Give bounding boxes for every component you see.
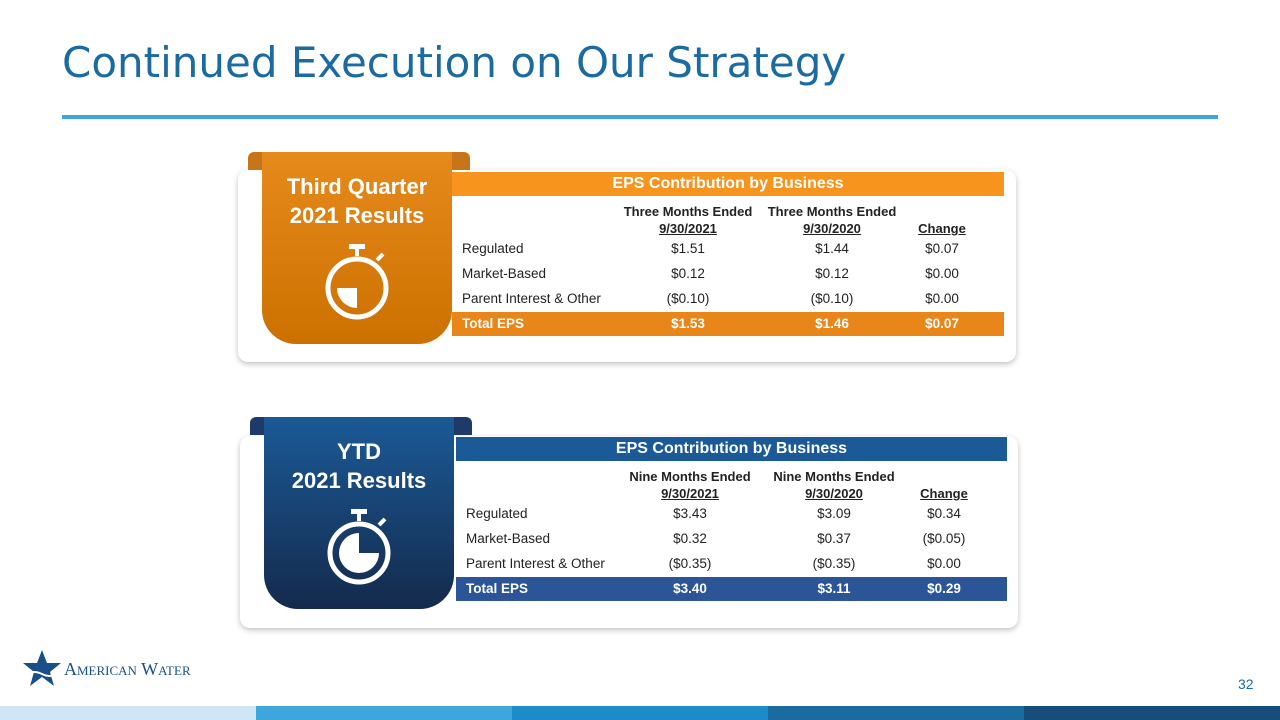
row-label: Total EPS (466, 581, 529, 596)
column-header-line: 9/30/2021 (659, 221, 717, 236)
row-label: Regulated (462, 241, 524, 256)
column-header: Nine Months Ended 9/30/2020 (754, 468, 914, 502)
stopwatch-icon (325, 244, 389, 320)
logo-text: American Water (64, 659, 191, 679)
column-header-line: Nine Months Ended (773, 469, 895, 484)
column-header: Nine Months Ended 9/30/2021 (610, 468, 770, 502)
row-label: Parent Interest & Other (462, 291, 601, 306)
footer-strip (0, 706, 1280, 720)
column-header-line: Three Months Ended (767, 204, 897, 219)
row-label: Total EPS (462, 316, 525, 331)
title-rule (62, 115, 1218, 119)
cell: $0.12 (815, 266, 849, 281)
column-header-line: Three Months Ended (623, 204, 753, 219)
cell: $3.11 (817, 581, 851, 596)
slide-title: Continued Execution on Our Strategy (62, 38, 847, 87)
logo-star (23, 650, 61, 686)
column-header-line: Nine Months Ended (629, 469, 751, 484)
cell: $0.07 (925, 241, 959, 256)
row-label: Regulated (466, 506, 528, 521)
tab: YTD 2021 Results (264, 417, 454, 609)
row-label: Market-Based (462, 266, 547, 281)
column-header-line: Change (920, 486, 968, 501)
stopwatch-icon (327, 509, 391, 585)
cell: $3.09 (817, 506, 851, 521)
column-header-line: 9/30/2020 (805, 486, 863, 501)
cell: $0.34 (927, 506, 961, 521)
table-title: EPS Contribution by Business (452, 172, 1004, 196)
cell: $0.07 (925, 316, 959, 331)
cell: $0.12 (671, 266, 705, 281)
tab-label: Third Quarter (286, 174, 428, 199)
cell: $0.32 (673, 531, 707, 546)
tab-label: 2021 Results (289, 203, 425, 228)
tab-label: YTD (337, 439, 381, 464)
cell: ($0.05) (922, 531, 966, 546)
cell: $0.00 (927, 556, 961, 571)
page-number: 32 (1238, 676, 1254, 692)
cell: $0.00 (925, 266, 959, 281)
cell: $1.46 (815, 316, 849, 331)
total-bar (452, 312, 1004, 336)
column-header: Three Months Ended 9/30/2021 (608, 203, 768, 237)
cell: $3.43 (673, 506, 707, 521)
table-title: EPS Contribution by Business (456, 437, 1007, 461)
cell: $0.37 (817, 531, 851, 546)
row-label: Market-Based (466, 531, 551, 546)
cell: $1.44 (815, 241, 849, 256)
tab: Third Quarter 2021 Results (262, 152, 452, 344)
cell: ($0.35) (812, 556, 856, 571)
cell: $0.29 (927, 581, 961, 596)
cell: $1.51 (671, 241, 705, 256)
column-header: Three Months Ended 9/30/2020 (752, 203, 912, 237)
cell: $3.40 (673, 581, 707, 596)
row-label: Parent Interest & Other (466, 556, 605, 571)
total-bar (456, 577, 1007, 601)
tab-label: 2021 Results (291, 468, 427, 493)
column-header: Change (862, 220, 1022, 237)
column-header-line: 9/30/2021 (661, 486, 719, 501)
cell: ($0.10) (810, 291, 854, 306)
column-header: Change (864, 485, 1024, 502)
cell: ($0.35) (668, 556, 712, 571)
cell: $1.53 (671, 316, 705, 331)
column-header-line: 9/30/2020 (803, 221, 861, 236)
cell: ($0.10) (666, 291, 710, 306)
cell: $0.00 (925, 291, 959, 306)
column-header-line: Change (918, 221, 966, 236)
